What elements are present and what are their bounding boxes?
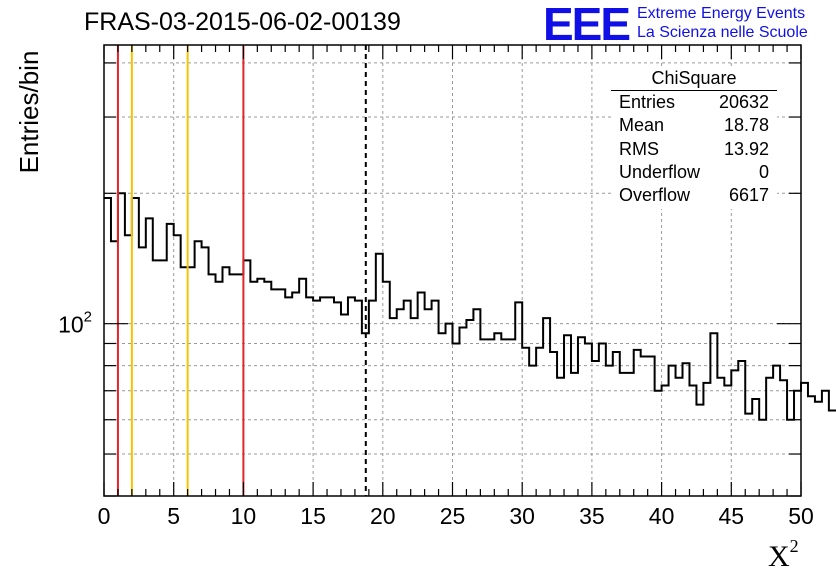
histogram bbox=[104, 192, 836, 421]
logo-line-1: Extreme Energy Events bbox=[637, 5, 806, 22]
logo-line-2: La Scienza nelle Scuole bbox=[637, 24, 808, 41]
chart-title: FRAS-03-2015-06-02-00139 bbox=[84, 8, 401, 36]
x-tick-label: 40 bbox=[649, 503, 675, 529]
x-tick-label: 5 bbox=[167, 503, 180, 529]
stats-value: 20632 bbox=[718, 92, 769, 112]
x-tick-label: 0 bbox=[98, 503, 111, 529]
stats-value: 13.92 bbox=[723, 138, 769, 159]
reference-lines bbox=[116, 45, 367, 496]
x-tick-label: 20 bbox=[370, 503, 396, 529]
stats-value: 0 bbox=[758, 161, 769, 182]
stats-key: Overflow bbox=[619, 185, 691, 206]
x-tick-label: 45 bbox=[719, 503, 745, 529]
stats-row-rms: RMS 13.92 bbox=[611, 138, 777, 161]
x-axis-label-base: X bbox=[768, 540, 790, 573]
y-tick-label: 102 bbox=[58, 309, 92, 338]
axes: 0 5 10 15 20 25 30 35 40 45 50 102 bbox=[58, 44, 814, 529]
x-axis-label-sup: 2 bbox=[789, 536, 799, 556]
x-tick-label: 25 bbox=[440, 503, 466, 529]
stats-key: RMS bbox=[619, 138, 659, 159]
stats-value: 6617 bbox=[728, 185, 769, 206]
eee-logo: EEE bbox=[543, 0, 631, 50]
stats-value: 18.78 bbox=[723, 115, 769, 136]
stats-box: ChiSquare Entries 20632 Mean 18.78 RMS 13.9… bbox=[611, 66, 777, 209]
x-tick-label: 50 bbox=[788, 503, 814, 529]
stats-title: ChiSquare bbox=[611, 66, 777, 91]
x-axis-label: X2 bbox=[768, 536, 799, 574]
stats-row-mean: Mean 18.78 bbox=[611, 114, 777, 137]
x-tick-label: 10 bbox=[231, 503, 257, 529]
stats-row-underflow: Underflow 0 bbox=[611, 161, 777, 184]
x-tick-label: 15 bbox=[300, 503, 326, 529]
histogram-line bbox=[104, 192, 836, 421]
stats-key: Underflow bbox=[619, 161, 701, 182]
stats-row-entries: Entries 20632 bbox=[611, 91, 777, 114]
y-axis-label: Entries/bin bbox=[14, 50, 44, 174]
x-tick-label: 35 bbox=[579, 503, 605, 529]
x-tick-label: 30 bbox=[509, 503, 535, 529]
stats-key: Mean bbox=[619, 115, 665, 136]
stats-row-overflow: Overflow 6617 bbox=[611, 184, 777, 207]
stats-key: Entries bbox=[619, 92, 676, 112]
